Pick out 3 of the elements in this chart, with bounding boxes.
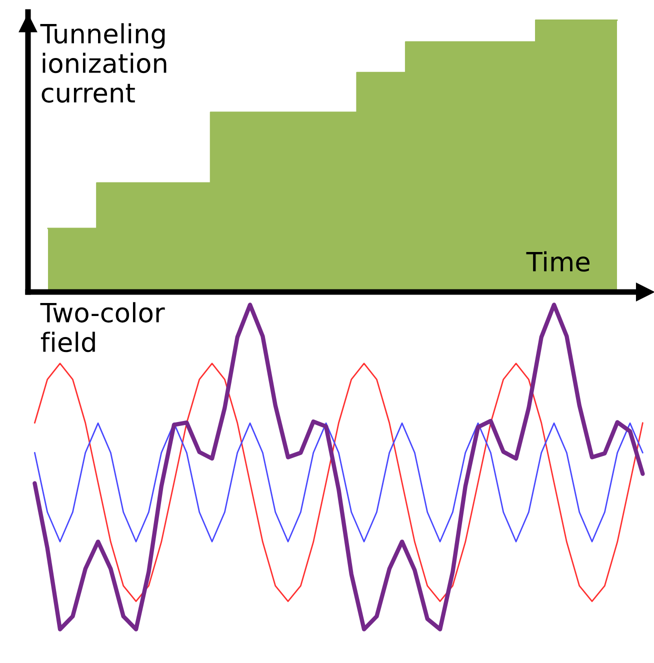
y-axis-title: Tunneling ionization current xyxy=(40,23,166,103)
y-axis-title: Two-color field xyxy=(40,302,165,352)
x-axis-title: Time xyxy=(526,251,590,272)
